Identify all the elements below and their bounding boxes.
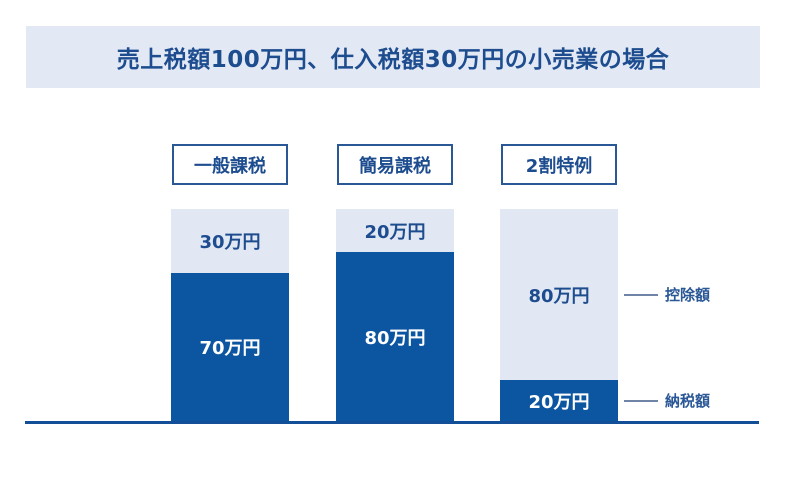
- bar-twenty-percent: 80万円 20万円: [500, 209, 618, 421]
- bar-general: 30万円 70万円: [171, 209, 289, 421]
- category-label-text: 2割特例: [525, 155, 593, 177]
- bar-segment-deduction: 80万円: [500, 209, 618, 380]
- leader-line-tax: [624, 400, 658, 402]
- segment-value: 30万円: [199, 232, 261, 253]
- bar-segment-tax: 70万円: [171, 273, 289, 421]
- leader-line-deduction: [624, 294, 658, 296]
- segment-value: 80万円: [364, 327, 426, 349]
- segment-value: 80万円: [528, 285, 590, 307]
- bar-segment-deduction: 20万円: [336, 209, 454, 252]
- bar-segment-deduction: 30万円: [171, 209, 289, 273]
- chart-title-band: 売上税額100万円、仕入税額30万円の小売業の場合: [26, 26, 760, 88]
- category-label-twenty-percent: 2割特例: [501, 144, 617, 185]
- segment-value: 20万円: [528, 391, 590, 413]
- bar-segment-tax: 80万円: [336, 252, 454, 421]
- category-label-text: 一般課税: [194, 155, 266, 177]
- legend-tax: 納税額: [665, 392, 711, 410]
- bar-segment-tax: 20万円: [500, 380, 618, 421]
- segment-value: 70万円: [199, 338, 261, 359]
- category-label-text: 簡易課税: [359, 155, 431, 177]
- category-label-general: 一般課税: [172, 144, 288, 185]
- bar-simplified: 20万円 80万円: [336, 209, 454, 421]
- segment-value: 20万円: [364, 221, 426, 243]
- category-label-simplified: 簡易課税: [337, 144, 453, 185]
- chart-title: 売上税額100万円、仕入税額30万円の小売業の場合: [116, 47, 670, 73]
- legend-deduction: 控除額: [665, 286, 711, 304]
- chart-baseline: [25, 421, 759, 424]
